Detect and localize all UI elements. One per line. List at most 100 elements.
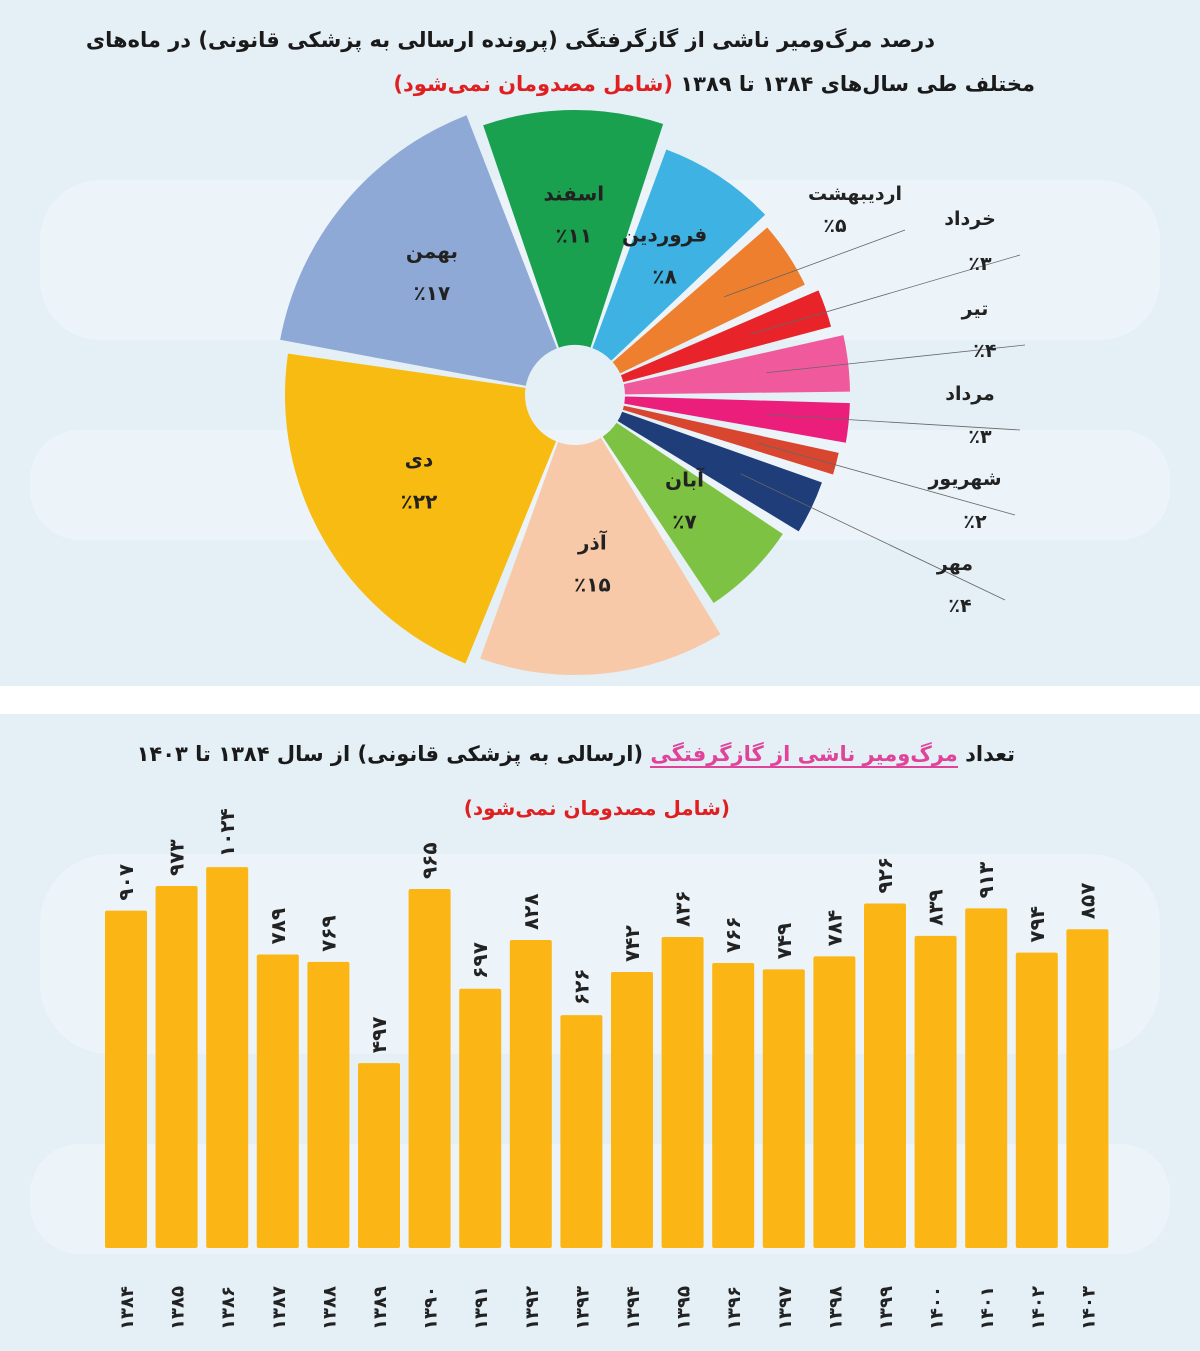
pie-note: (شامل مصدومان نمی‌شود) <box>393 72 674 96</box>
bar-value-label: ۹۰۷ <box>114 864 138 901</box>
bar <box>206 867 249 1248</box>
bar-value-label: ۷۴۹ <box>772 923 796 960</box>
bar-value-label: ۷۴۲ <box>620 925 644 962</box>
slice-label: فروردین <box>622 222 707 246</box>
bar-value-label: ۹۲۶ <box>873 857 897 894</box>
x-tick-label: ۱۴۰۲ <box>1028 1286 1049 1330</box>
slice-value-label: ٪۴ <box>948 595 971 617</box>
bar-value-label: ۶۲۶ <box>569 969 593 1006</box>
x-tick-label: ۱۳۹۶ <box>724 1286 745 1330</box>
bar <box>408 889 451 1248</box>
x-tick-label: ۱۴۰۱ <box>977 1286 998 1330</box>
bar <box>307 961 350 1248</box>
bar <box>762 969 805 1248</box>
slice-value-label: ٪۱۵ <box>574 573 611 597</box>
x-tick-label: ۱۳۹۴ <box>623 1286 644 1330</box>
bar-title: تعداد مرگ‌ومیر ناشی از گازگرفتگی (ارسالی… <box>136 742 1015 768</box>
pie-slice <box>622 405 839 475</box>
slice-value-label: ٪۳ <box>968 253 992 275</box>
bar <box>1066 929 1109 1248</box>
pie-slice <box>602 422 783 604</box>
pie-slice <box>620 290 832 383</box>
slice-label: اسفند <box>543 181 604 205</box>
slice-label: آذر <box>577 530 608 555</box>
x-tick-label: ۱۳۸۶ <box>218 1286 239 1330</box>
bar <box>256 954 299 1248</box>
slice-label: بهمن <box>406 239 458 263</box>
x-tick-label: ۱۳۹۲ <box>522 1286 543 1330</box>
x-tick-label: ۱۳۸۸ <box>319 1286 340 1330</box>
x-tick-label: ۱۳۸۴ <box>117 1286 138 1330</box>
bar <box>864 903 906 1248</box>
x-tick-label: ۱۳۹۹ <box>876 1286 897 1330</box>
x-tick-label: ۱۳۹۰ <box>421 1286 442 1330</box>
x-tick-label: ۱۴۰۰ <box>927 1286 948 1330</box>
bar-value-label: ۷۸۹ <box>266 908 290 945</box>
pie-title-line2: مختلف طی سال‌های ۱۳۸۴ تا ۱۳۸۹ (شامل مصدو… <box>393 72 1035 96</box>
slice-value-label: ٪۵ <box>823 215 847 237</box>
slice-value-label: ٪۴ <box>973 340 996 362</box>
slice-value-label: ٪۳ <box>968 426 992 448</box>
leader-line <box>766 344 1026 374</box>
bar <box>560 1015 603 1248</box>
bar <box>509 939 552 1248</box>
bar <box>661 937 704 1248</box>
pie-slice <box>623 335 850 395</box>
slice-label: تیر <box>961 298 989 320</box>
x-tick-label: ۱۳۹۸ <box>825 1286 846 1330</box>
slice-label: دی <box>405 447 434 471</box>
bar <box>914 935 957 1248</box>
pie-title-years: مختلف طی سال‌های ۱۳۸۴ تا ۱۳۸۹ <box>680 72 1035 96</box>
bar-note: (شامل مصدومان نمی‌شود) <box>463 796 730 820</box>
slice-label: مرداد <box>945 383 995 405</box>
pie-slice <box>480 437 721 676</box>
pie-slice <box>284 353 557 664</box>
pie-slice <box>624 396 850 443</box>
pie-slice <box>483 110 664 348</box>
bar <box>813 956 856 1248</box>
pie-panel: اسفند ٪۱۱ فروردین ٪۸ اردیبهشت ٪۵ خرداد ٪۳ تیر ٪۴ م… <box>0 0 1200 686</box>
slice-label: اردیبهشت <box>808 183 902 205</box>
bar <box>459 988 502 1248</box>
bar <box>105 910 147 1248</box>
pie-slice <box>592 149 766 361</box>
bar-value-label: ۶۹۷ <box>468 942 492 979</box>
x-tick-label: ۱۳۸۷ <box>269 1286 290 1330</box>
bar-value-label: ۸۳۶ <box>671 890 695 927</box>
bar <box>358 1063 400 1248</box>
bar <box>965 908 1008 1248</box>
slice-label: مهر <box>936 553 973 575</box>
bar-value-label: ۷۶۹ <box>316 915 340 952</box>
slice-value-label: ٪۱۱ <box>555 223 592 247</box>
pie-slice <box>612 227 805 374</box>
leader-line <box>766 414 1021 431</box>
bar-value-label: ۴۹۷ <box>367 1016 391 1053</box>
x-tick-label: ۱۳۸۹ <box>370 1286 391 1330</box>
x-tick-label: ۱۳۹۵ <box>674 1286 695 1330</box>
x-tick-label: ۱۳۹۱ <box>471 1286 492 1330</box>
x-tick-label: ۱۴۰۳ <box>1078 1286 1099 1330</box>
bar <box>611 971 653 1248</box>
bar-value-label: ۹۱۳ <box>974 862 998 899</box>
x-tick-label: ۱۳۹۷ <box>775 1286 796 1330</box>
pie-title-line1: درصد مرگ‌ومیر ناشی از گازگرفتگی (پرونده … <box>85 28 935 52</box>
slice-value-label: ٪۱۷ <box>414 281 451 305</box>
slice-label: شهریور <box>927 468 1001 490</box>
bar-panel: ۹۰۷ ۱۳۸۴ ۹۷۳ ۱۳۸۵ ۱۰۲۴ ۱۳۸۶ ۷۸۹ ۱۳۸۷ ۷۶۹ ۱۳۸۸ ۴۹۷ ۱… <box>0 714 1200 1351</box>
slice-value-label: ٪۷ <box>672 510 696 534</box>
pie-slice <box>280 115 557 386</box>
bar-title-end: (ارسالی به پزشکی قانونی) از سال ۱۳۸۴ تا … <box>136 742 644 766</box>
slice-value-label: ٪۲ <box>963 511 987 533</box>
bar <box>712 963 755 1248</box>
slice-value-label: ٪۲۲ <box>401 489 438 513</box>
bar-title-start: تعداد <box>965 742 1015 766</box>
bar-value-label: ۷۹۴ <box>1025 906 1049 943</box>
x-tick-label: ۱۳۸۵ <box>168 1286 189 1330</box>
bar <box>155 886 198 1248</box>
leader-line <box>757 442 1016 516</box>
pie-slice <box>617 411 822 532</box>
bar <box>1015 952 1058 1248</box>
leader-line <box>750 254 1021 335</box>
x-tick-label: ۱۳۹۳ <box>572 1286 593 1330</box>
leader-line <box>740 473 1006 601</box>
